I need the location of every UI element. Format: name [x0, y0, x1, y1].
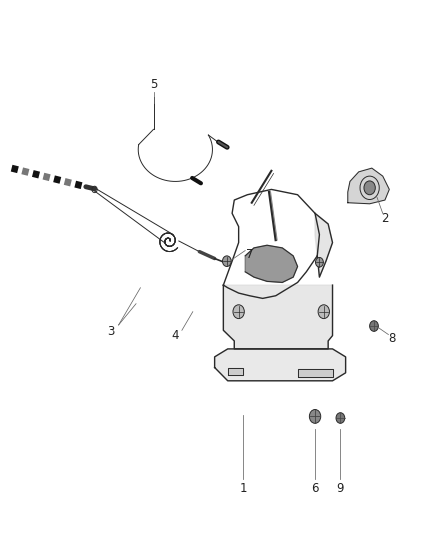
Polygon shape	[315, 213, 332, 277]
Text: 1: 1	[239, 482, 247, 495]
Text: 9: 9	[337, 482, 344, 495]
Polygon shape	[297, 368, 332, 376]
Text: 5: 5	[150, 78, 157, 91]
Text: 4: 4	[172, 329, 179, 342]
Circle shape	[309, 409, 321, 423]
Text: 2: 2	[381, 212, 389, 225]
Polygon shape	[228, 368, 243, 375]
Circle shape	[225, 261, 229, 265]
Circle shape	[318, 305, 329, 319]
Text: 7: 7	[246, 248, 253, 261]
Circle shape	[315, 257, 323, 267]
Circle shape	[233, 305, 244, 319]
Text: 3: 3	[107, 325, 114, 338]
Polygon shape	[215, 349, 346, 381]
Circle shape	[223, 256, 231, 266]
Polygon shape	[245, 245, 297, 282]
Text: 6: 6	[311, 482, 319, 495]
Circle shape	[370, 321, 378, 332]
Text: 8: 8	[389, 332, 396, 345]
Polygon shape	[348, 168, 389, 204]
Circle shape	[364, 181, 375, 195]
Circle shape	[336, 413, 345, 423]
Polygon shape	[223, 285, 332, 349]
